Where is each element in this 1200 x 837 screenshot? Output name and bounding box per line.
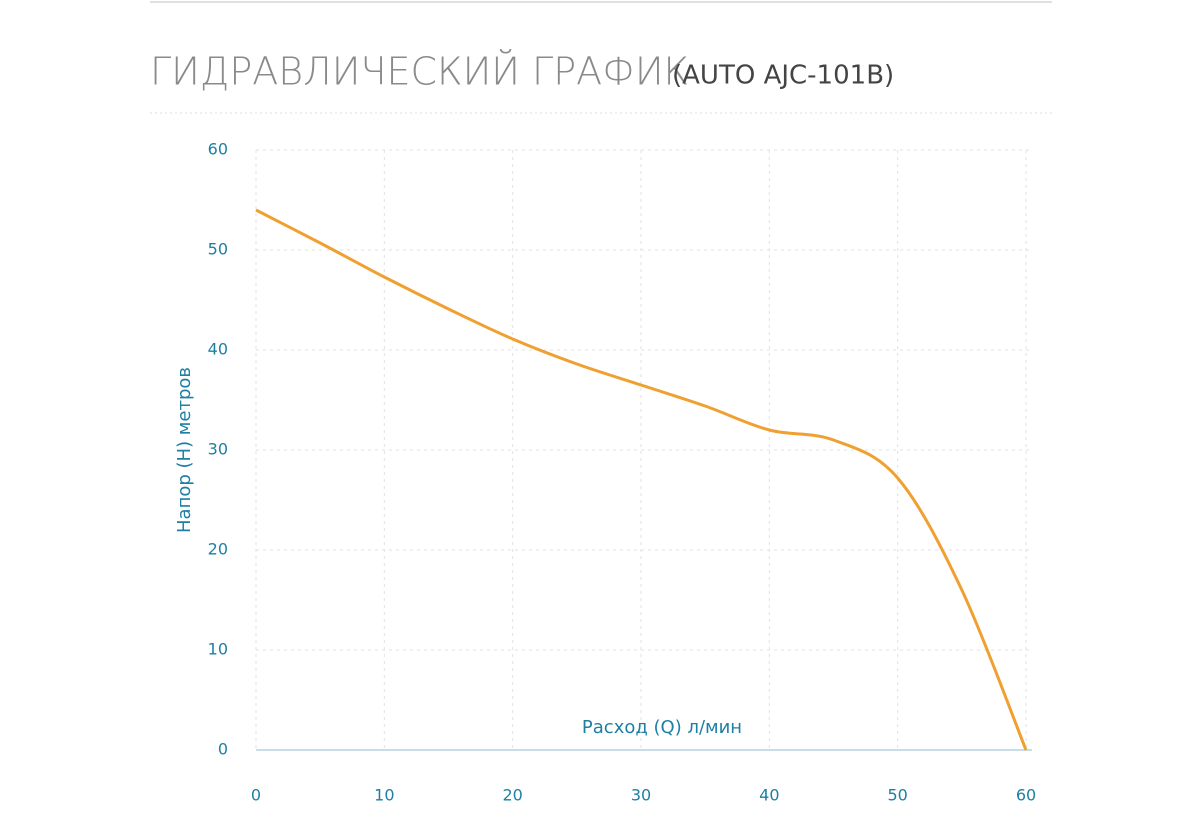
y-tick-label: 30	[208, 440, 228, 459]
y-tick-label: 50	[208, 240, 228, 259]
x-tick-label: 10	[374, 786, 394, 805]
line-series	[255, 208, 1028, 751]
x-axis-label: Расход (Q) л/мин	[582, 717, 742, 738]
y-tick-label: 60	[208, 140, 228, 159]
y-tick-label: 20	[208, 540, 228, 559]
x-tick-label: 50	[887, 786, 907, 805]
x-tick-label: 60	[1016, 786, 1036, 805]
x-tick-label: 40	[759, 786, 779, 805]
y-tick-label: 10	[208, 640, 228, 659]
chart-subtitle: (AUTO AJC-101B)	[672, 61, 894, 91]
chart-title: ГИДРАВЛИЧЕСКИЙ ГРАФИК	[150, 50, 689, 94]
y-tick-label: 0	[218, 740, 228, 759]
y-axis-label: Напор (H) метров	[174, 367, 195, 533]
y-tick-label: 40	[208, 340, 228, 359]
x-tick-label: 20	[502, 786, 522, 805]
x-tick-label: 0	[251, 786, 261, 805]
x-tick-label: 30	[631, 786, 651, 805]
